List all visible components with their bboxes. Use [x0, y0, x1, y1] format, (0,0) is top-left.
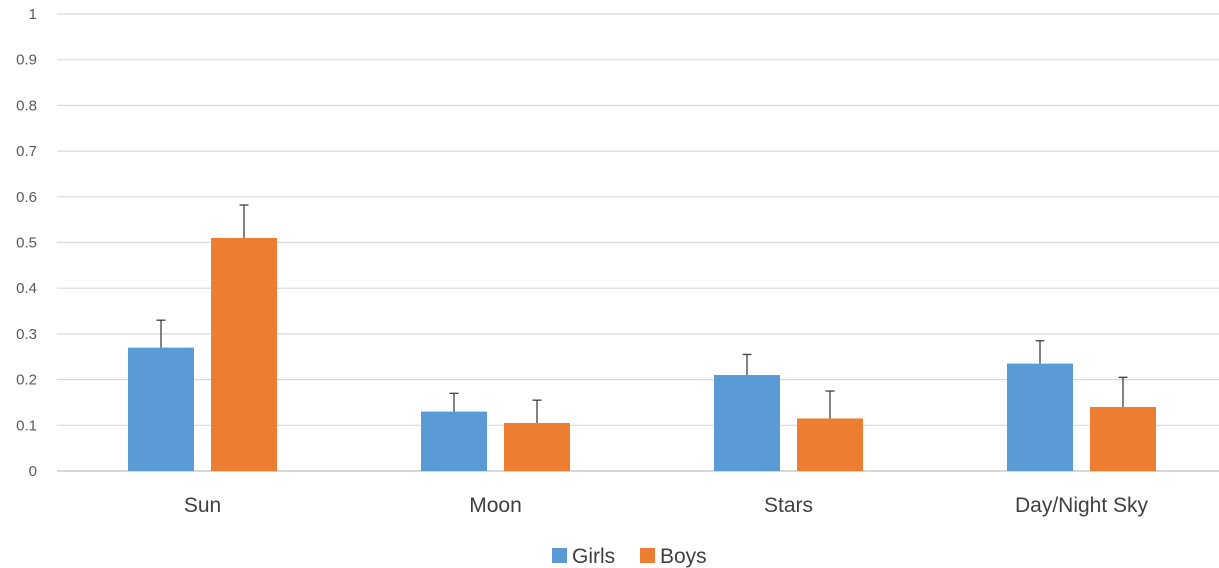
bar-girls-0: [128, 347, 194, 471]
y-tick-label: 0.1: [16, 417, 37, 434]
error-bars: [156, 204, 1128, 424]
category-label: Moon: [469, 494, 522, 517]
category-label: Stars: [764, 494, 813, 517]
y-tick-label: 0.3: [16, 326, 37, 343]
legend-label-boys: Boys: [660, 545, 707, 568]
y-tick-label: 0.8: [16, 97, 37, 114]
y-tick-label: 0.7: [16, 143, 37, 160]
y-tick-label: 0.2: [16, 372, 37, 389]
bar-girls-3: [1007, 363, 1073, 471]
legend-swatch-girls: [552, 548, 567, 563]
bar-boys-1: [504, 423, 570, 471]
y-tick-label: 0: [29, 463, 37, 480]
bar-girls-1: [421, 411, 487, 471]
category-label: Sun: [184, 494, 221, 517]
y-axis-tick-labels: 0 0.1 0.2 0.3 0.4 0.5 0.6 0.7 0.8 0.9 1: [16, 6, 37, 480]
bar-boys-0: [211, 237, 277, 471]
x-axis-category-labels: Sun Moon Stars Day/Night Sky: [184, 494, 1149, 517]
y-tick-label: 1: [29, 6, 37, 23]
legend-label-girls: Girls: [572, 545, 615, 568]
y-tick-label: 0.5: [16, 235, 37, 252]
legend-swatch-boys: [640, 548, 655, 563]
category-label: Day/Night Sky: [1015, 494, 1149, 517]
y-tick-label: 0.9: [16, 52, 37, 69]
bar-boys-2: [797, 418, 863, 471]
bars: [128, 237, 1156, 471]
legend: Girls Boys: [552, 545, 707, 568]
bar-boys-3: [1090, 407, 1156, 471]
y-tick-label: 0.4: [16, 280, 37, 297]
y-tick-label: 0.6: [16, 189, 37, 206]
bar-girls-2: [714, 375, 780, 471]
